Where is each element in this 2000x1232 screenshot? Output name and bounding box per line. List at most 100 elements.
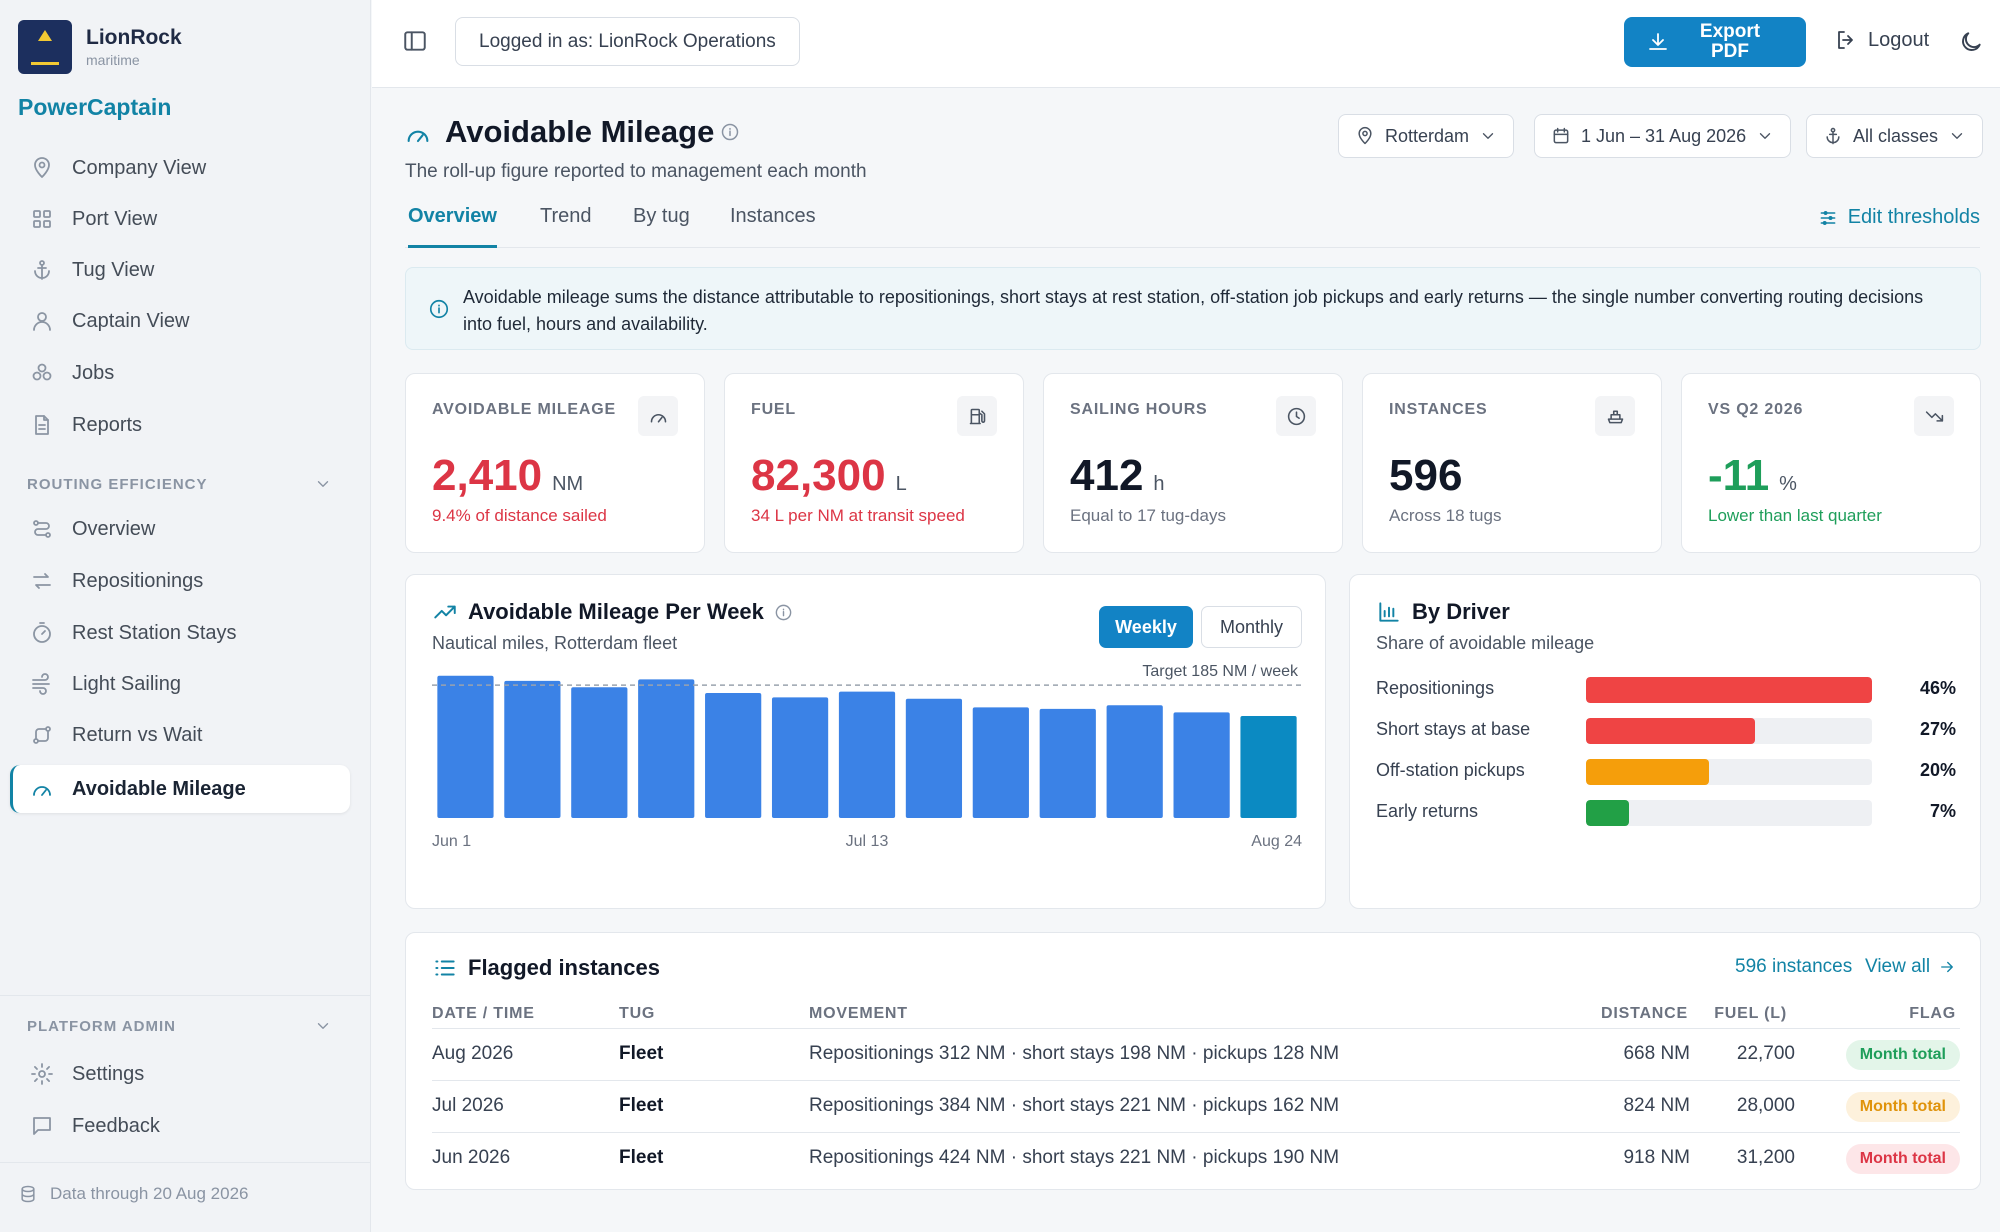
brand-name: LionRock xyxy=(86,26,182,49)
cell-tug: Fleet xyxy=(619,1095,664,1116)
sidebar-item-settings[interactable]: Settings xyxy=(10,1050,350,1098)
port-filter-value: Rotterdam xyxy=(1385,125,1470,146)
tab-by-tug[interactable]: By tug xyxy=(633,205,690,227)
sidebar-item-avoidable-mileage[interactable]: Avoidable Mileage xyxy=(10,765,350,813)
sidebar-item-reports[interactable]: Reports xyxy=(10,401,350,449)
sidebar-item-label: Rest Station Stays xyxy=(72,621,237,644)
flag-badge: Month total xyxy=(1845,1040,1960,1070)
table-row[interactable]: Aug 2026 Fleet Repositionings 312 NM · sho… xyxy=(432,1028,1960,1080)
export-pdf-button[interactable]: Export PDF xyxy=(1624,17,1806,67)
bar-aug-24[interactable] xyxy=(1240,716,1297,818)
by-driver-subtitle: Share of avoidable mileage xyxy=(1376,633,1595,653)
sidebar-item-overview[interactable]: Overview xyxy=(10,505,350,553)
bar-jul-13[interactable] xyxy=(838,691,896,818)
col-distance[interactable]: DISTANCE xyxy=(1601,1005,1688,1022)
info-icon[interactable] xyxy=(720,122,740,142)
brand[interactable]: LionRock maritime xyxy=(18,20,182,74)
col-tug[interactable]: TUG xyxy=(619,1005,656,1022)
kpi-instances: INSTANCES 596 Across 18 tugs xyxy=(1362,373,1662,553)
cell-distance: 668 NM xyxy=(1623,1043,1690,1064)
chevron-down-icon xyxy=(1759,133,1771,139)
bar-jun-22[interactable] xyxy=(638,679,695,818)
logged-in-badge: Logged in as: LionRock Operations xyxy=(455,17,800,66)
col-date[interactable]: DATE / TIME xyxy=(432,1005,535,1022)
weekly-bar-chart: Target 185 NM / week Jun 1 Jul 13 Aug 24 xyxy=(432,663,1302,850)
bar-jul-27[interactable] xyxy=(972,707,1029,818)
col-flag[interactable]: FLAG xyxy=(1909,1005,1956,1022)
kpi-unit: h xyxy=(1153,473,1165,495)
flagged-title: Flagged instances xyxy=(432,955,660,981)
bar-jun-1[interactable] xyxy=(437,675,494,818)
bar-aug-3[interactable] xyxy=(1039,708,1096,818)
weekly-chart-title: Avoidable Mileage Per Week xyxy=(432,599,793,625)
cell-tug: Fleet xyxy=(619,1147,664,1168)
bar-jun-8[interactable] xyxy=(504,680,561,818)
arrows-icon xyxy=(33,573,51,589)
sidebar-item-feedback[interactable]: Feedback xyxy=(10,1102,350,1150)
cell-date: Aug 2026 xyxy=(432,1043,514,1064)
kpi-value: 82,300 xyxy=(751,451,886,500)
info-banner: Avoidable mileage sums the distance attr… xyxy=(405,267,1981,350)
driver-bar-track xyxy=(1586,677,1872,703)
col-fuel[interactable]: FUEL (L) xyxy=(1714,1005,1787,1022)
bar-jun-29[interactable] xyxy=(705,693,762,818)
sidebar-item-rest-station-stays[interactable]: Rest Station Stays xyxy=(10,609,350,657)
bar-aug-17[interactable] xyxy=(1173,712,1230,818)
driver-pct: 7% xyxy=(1929,801,1956,821)
data-through-label: Data through 20 Aug 2026 xyxy=(50,1184,249,1203)
driver-pct: 27% xyxy=(1919,719,1956,739)
sidebar-item-company-view[interactable]: Company View xyxy=(10,144,350,192)
platform-admin-section[interactable]: PLATFORM ADMIN xyxy=(27,1017,332,1035)
anchor-icon xyxy=(34,260,50,280)
database-icon xyxy=(21,1185,35,1203)
brand-sub: maritime xyxy=(86,52,140,68)
bar-aug-10[interactable] xyxy=(1106,705,1163,818)
weekly-toggle[interactable]: Weekly xyxy=(1099,606,1193,648)
cell-fuel: 28,000 xyxy=(1736,1095,1795,1116)
kpi-label: VS Q2 2026 xyxy=(1708,401,1804,418)
routing-efficiency-section[interactable]: ROUTING EFFICIENCY xyxy=(27,475,332,493)
sidebar-item-jobs[interactable]: Jobs xyxy=(10,349,350,397)
sidebar-item-repositionings[interactable]: Repositionings xyxy=(10,557,350,605)
bar-jul-6[interactable] xyxy=(771,697,829,818)
bar-jul-20[interactable] xyxy=(905,698,963,818)
sidebar-item-port-view[interactable]: Port View xyxy=(10,195,350,243)
kpi-unit: % xyxy=(1779,473,1797,495)
bar-jun-15[interactable] xyxy=(571,687,628,818)
moon-icon[interactable] xyxy=(1958,29,1984,55)
gauge-icon xyxy=(33,786,51,796)
sidebar-item-captain-view[interactable]: Captain View xyxy=(10,297,350,345)
cell-movement: Repositionings 312 NM · short stays 198 … xyxy=(809,1043,1340,1064)
col-movement[interactable]: MOVEMENT xyxy=(809,1005,908,1022)
sidebar-item-label: Port View xyxy=(72,207,158,230)
view-all-link[interactable]: View all xyxy=(1865,956,1956,978)
sidebar-item-return-vs-wait[interactable]: Return vs Wait xyxy=(10,711,350,759)
sidebar-toggle-icon[interactable] xyxy=(402,28,428,54)
edit-thresholds-link[interactable]: Edit thresholds xyxy=(1818,206,1980,229)
card-title-text: Avoidable Mileage Per Week xyxy=(468,599,764,624)
port-filter[interactable]: Rotterdam xyxy=(1338,114,1515,158)
info-icon xyxy=(429,299,449,319)
kpi-label: FUEL xyxy=(751,401,796,418)
info-icon[interactable] xyxy=(774,603,793,622)
sidebar-item-tug-view[interactable]: Tug View xyxy=(10,246,350,294)
cell-date: Jul 2026 xyxy=(432,1095,504,1116)
logout-button[interactable]: Logout xyxy=(1834,28,1929,52)
logout-icon xyxy=(1838,31,1853,49)
table-row[interactable]: Jul 2026 Fleet Repositionings 384 NM · sho… xyxy=(432,1080,1960,1132)
flag-badge: Month total xyxy=(1845,1092,1960,1122)
tab-trend[interactable]: Trend xyxy=(540,205,592,227)
monthly-toggle[interactable]: Monthly xyxy=(1201,606,1302,648)
instances-count-link[interactable]: 596 instances xyxy=(1735,956,1853,977)
driver-pct: 20% xyxy=(1919,760,1956,780)
date-range-filter[interactable]: 1 Jun – 31 Aug 2026 xyxy=(1534,114,1792,158)
driver-label: Repositionings xyxy=(1376,678,1495,698)
flag-badge: Month total xyxy=(1845,1144,1960,1174)
tab-overview[interactable]: Overview xyxy=(408,205,497,248)
flagged-instances-card: Flagged instances 596 instances View all… xyxy=(405,932,1981,1190)
tab-instances[interactable]: Instances xyxy=(730,205,816,227)
table-row[interactable]: Jun 2026 Fleet Repositionings 424 NM · sho… xyxy=(432,1132,1960,1184)
kpi-unit: NM xyxy=(552,473,584,495)
sidebar-item-light-sailing[interactable]: Light Sailing xyxy=(10,660,350,708)
class-filter[interactable]: All classes xyxy=(1806,114,1984,158)
